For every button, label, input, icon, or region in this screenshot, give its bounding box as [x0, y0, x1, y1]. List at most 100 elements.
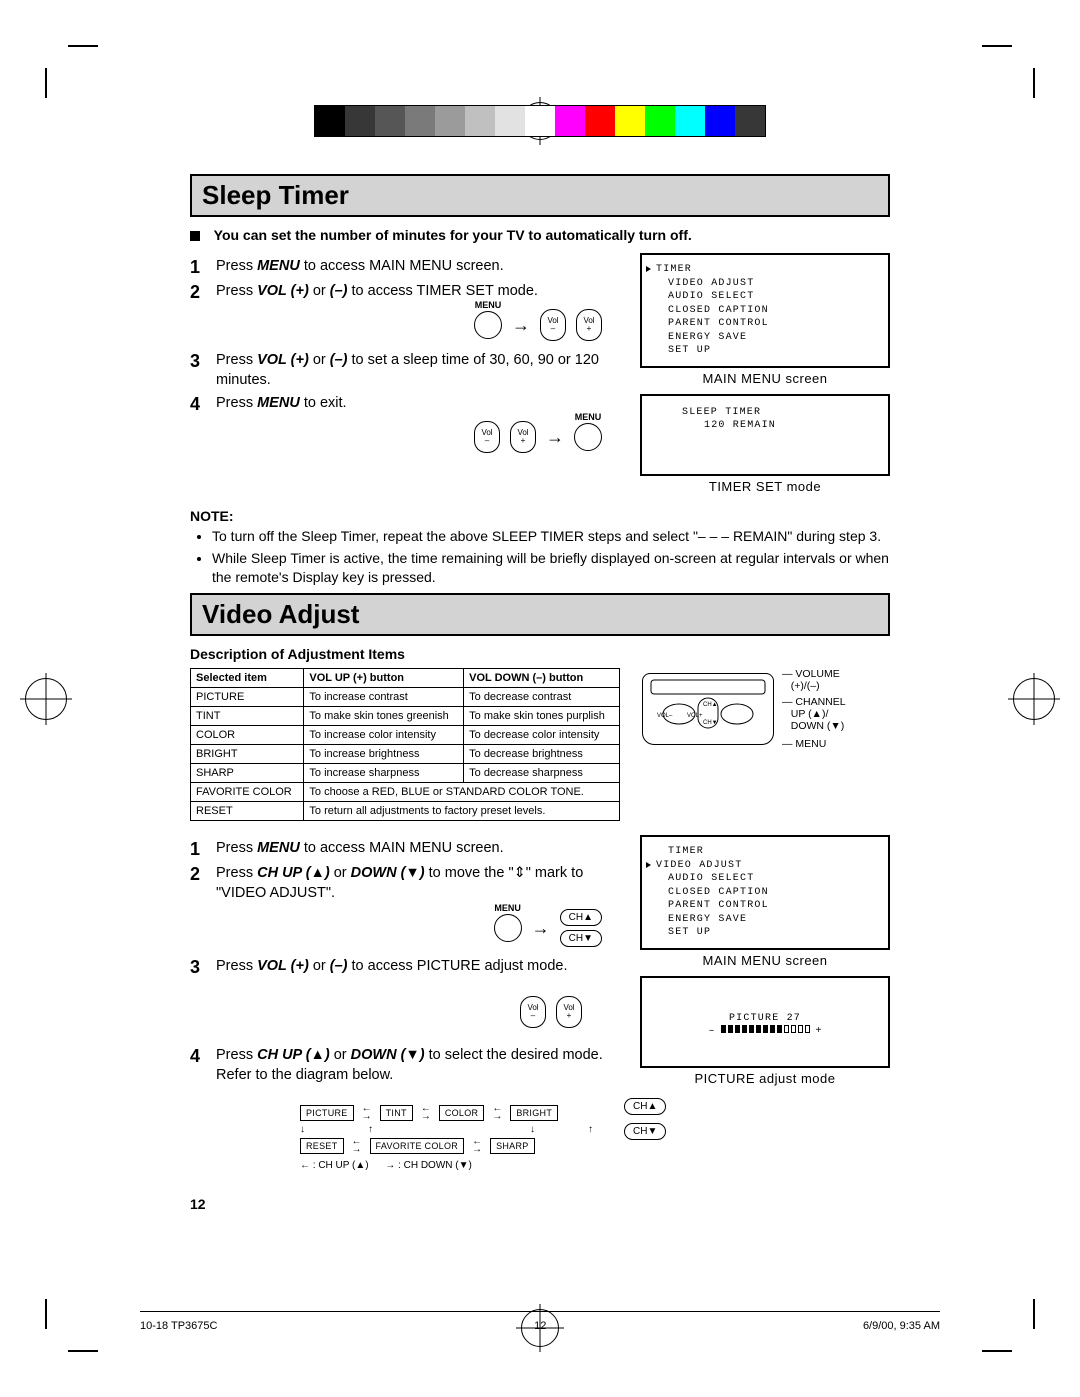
ch-up-pill: CH▲ [624, 1098, 666, 1115]
remote-label-channel: — CHANNEL UP (▲)/ DOWN (▼) [782, 696, 846, 732]
registration-mark-right [1013, 678, 1055, 720]
main-menu-screen: TIMERVIDEO ADJUSTAUDIO SELECTCLOSED CAPT… [640, 253, 890, 368]
table-header: Selected item [191, 669, 304, 688]
menu-button-icon: MENU [494, 914, 522, 942]
step-text: Press CH UP (▲) or DOWN (▼) to move the … [216, 864, 622, 903]
menu-line: PARENT CONTROL [656, 899, 878, 913]
table-cell: To make skin tones greenish [304, 707, 464, 726]
step-number: 1 [190, 257, 216, 278]
table-cell: TINT [191, 707, 304, 726]
picture-adjust-screen: PICTURE 27 – + [640, 976, 890, 1068]
table-row: COLORTo increase color intensityTo decre… [191, 726, 620, 745]
mode-arrows-icon: ←→ [352, 1138, 362, 1154]
step-text: Press VOL (+) or (–) to access TIMER SET… [216, 282, 622, 303]
menu-line: SET UP [656, 926, 878, 940]
table-row: FAVORITE COLORTo choose a RED, BLUE or S… [191, 783, 620, 802]
table-header: VOL UP (+) button [304, 669, 464, 688]
menu-line: CLOSED CAPTION [656, 304, 878, 318]
note-list: To turn off the Sleep Timer, repeat the … [190, 527, 890, 588]
table-header: VOL DOWN (–) button [464, 669, 620, 688]
vol-plus-button-icon: Vol+ [510, 421, 536, 453]
step-number: 2 [190, 282, 216, 303]
svg-text:VOL+: VOL+ [687, 713, 703, 719]
step-text: Press MENU to access MAIN MENU screen. [216, 257, 622, 278]
main-menu-screen-video: TIMERVIDEO ADJUSTAUDIO SELECTCLOSED CAPT… [640, 835, 890, 950]
arrow-right-icon: → [512, 315, 530, 336]
vol-minus-button-icon: Vol– [474, 421, 500, 453]
arrow-right-icon: → [546, 427, 564, 448]
step-text: Press MENU to exit. [216, 394, 622, 415]
menu-line: VIDEO ADJUST [656, 859, 878, 873]
color-swatch [315, 106, 345, 136]
mode-box: COLOR [439, 1105, 485, 1121]
step-number: 3 [190, 957, 216, 978]
color-swatch [405, 106, 435, 136]
mode-select-diagram: PICTURE←→TINT←→COLOR←→BRIGHT ↓↑ ↓↑ RESET… [300, 1102, 594, 1171]
adjustment-table: Selected itemVOL UP (+) buttonVOL DOWN (… [190, 668, 620, 821]
mode-arrows-icon: ←→ [362, 1105, 372, 1121]
remote-diagram: VOL– VOL+ CH▲ CH▼ — VOLUME (+)/(–) — CHA… [632, 668, 862, 778]
sleep-timer-intro: You can set the number of minutes for yo… [190, 227, 890, 243]
content-area: Sleep Timer You can set the number of mi… [190, 168, 890, 1171]
footer-left: 10-18 TP3675C [140, 1320, 217, 1332]
crop-mark [45, 68, 47, 98]
heading-sleep-timer: Sleep Timer [190, 174, 890, 217]
note-item: While Sleep Timer is active, the time re… [212, 549, 890, 587]
remote-label-menu: — MENU [782, 738, 826, 750]
table-row: TINTTo make skin tones greenishTo make s… [191, 707, 620, 726]
table-cell: To choose a RED, BLUE or STANDARD COLOR … [304, 783, 620, 802]
footer-rule [140, 1311, 940, 1312]
color-swatch [735, 106, 765, 136]
note-heading: NOTE: [190, 508, 890, 524]
picture-level-bar [721, 1025, 810, 1033]
registration-mark-left [25, 678, 67, 720]
timer-set-screen: SLEEP TIMER 120 REMAIN [640, 394, 890, 476]
color-swatch [345, 106, 375, 136]
table-cell: To decrease color intensity [464, 726, 620, 745]
legend-right: → : CH DOWN (▼) [385, 1160, 472, 1171]
color-swatch [615, 106, 645, 136]
page: Sleep Timer You can set the number of mi… [0, 0, 1080, 1397]
crop-mark [982, 45, 1012, 47]
print-color-bar [314, 105, 766, 137]
vol-minus-button-icon: Vol– [520, 996, 546, 1028]
color-swatch [465, 106, 495, 136]
color-swatch [645, 106, 675, 136]
color-swatch [675, 106, 705, 136]
heading-video-adjust: Video Adjust [190, 593, 890, 636]
screen-caption: PICTURE adjust mode [640, 1071, 890, 1086]
crop-mark [45, 1299, 47, 1329]
remote-body-icon: VOL– VOL+ CH▲ CH▼ [642, 673, 774, 745]
step-text: Press VOL (+) or (–) to set a sleep time… [216, 351, 622, 390]
table-cell: To increase brightness [304, 745, 464, 764]
mode-box: RESET [300, 1138, 344, 1154]
legend-left: ← : CH UP (▲) [300, 1160, 369, 1171]
mode-arrows-icon: ←→ [421, 1105, 431, 1121]
step-number: 2 [190, 864, 216, 903]
menu-line: AUDIO SELECT [656, 872, 878, 886]
arrow-right-icon: → [532, 918, 550, 939]
svg-text:CH▼: CH▼ [703, 720, 718, 726]
table-cell: FAVORITE COLOR [191, 783, 304, 802]
timer-screen-line: SLEEP TIMER [682, 406, 878, 420]
table-cell: To make skin tones purplish [464, 707, 620, 726]
menu-line: SET UP [656, 344, 878, 358]
footer-center: 12 [534, 1320, 546, 1332]
mode-box: FAVORITE COLOR [370, 1138, 465, 1154]
page-number: 12 [190, 1196, 206, 1212]
step-number: 4 [190, 1046, 216, 1085]
svg-text:VOL–: VOL– [657, 713, 673, 719]
picture-label: PICTURE 27 [729, 1013, 801, 1024]
table-cell: To decrease contrast [464, 688, 620, 707]
table-cell: To decrease brightness [464, 745, 620, 764]
color-swatch [555, 106, 585, 136]
step-text: Press CH UP (▲) or DOWN (▼) to select th… [216, 1046, 622, 1085]
mode-arrows-icon: ←→ [492, 1105, 502, 1121]
table-cell: To return all adjustments to factory pre… [304, 802, 620, 821]
menu-line: PARENT CONTROL [656, 317, 878, 331]
table-cell: PICTURE [191, 688, 304, 707]
color-swatch [435, 106, 465, 136]
step-number: 3 [190, 351, 216, 390]
menu-button-icon: MENU [474, 311, 502, 339]
ch-up-pill: CH▲ [560, 909, 602, 926]
